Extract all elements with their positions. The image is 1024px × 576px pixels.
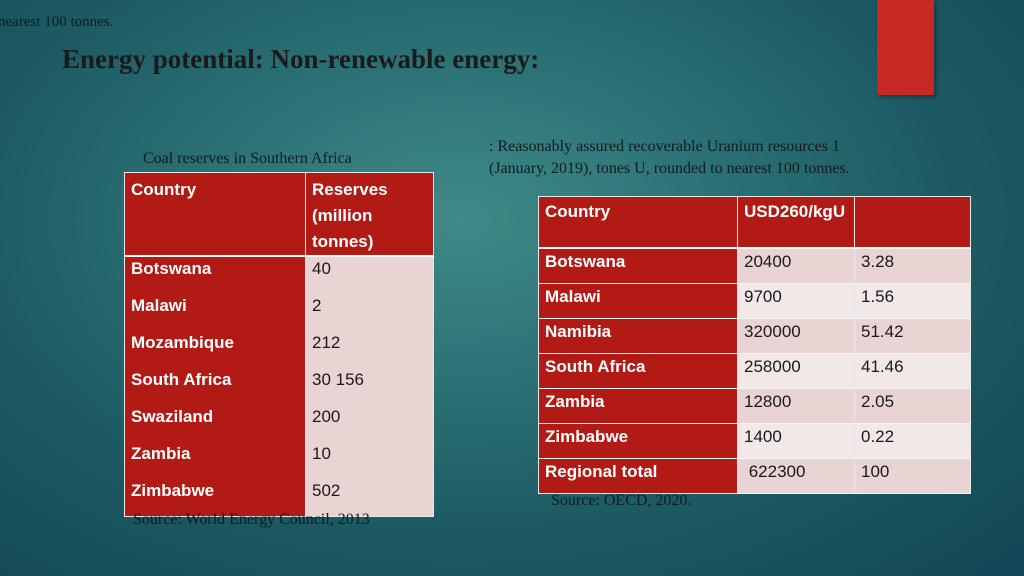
coal-value-cell: 212: [305, 331, 434, 368]
coal-value-cell: 10: [305, 442, 434, 479]
uranium-country-cell: Botswana: [538, 248, 738, 284]
uranium-value-cell: 258000: [737, 353, 855, 389]
table-row: Zimbabwe 1400 0.22: [538, 423, 971, 459]
coal-country-cell: Botswana: [124, 256, 306, 294]
uranium-share-cell: 100: [854, 458, 971, 494]
uranium-value-cell: 20400: [737, 248, 855, 284]
table-row: Swaziland 200: [124, 405, 434, 442]
coal-country-cell: Malawi: [124, 294, 306, 331]
table-row: Regional total 622300 100: [538, 458, 971, 494]
coal-country-cell: Swaziland: [124, 405, 306, 442]
table-row: Zambia 10: [124, 442, 434, 479]
coal-value-cell: 40: [305, 256, 434, 294]
table-row: Botswana 40: [124, 256, 434, 294]
coal-caption: Coal reserves in Southern Africa: [143, 150, 352, 167]
coal-header-reserves: Reserves (million tonnes): [305, 172, 434, 257]
table-row: Zambia 12800 2.05: [538, 388, 971, 424]
uranium-share-cell: 0.22: [854, 423, 971, 459]
coal-value-cell: 30 156: [305, 368, 434, 405]
coal-country-cell: South Africa: [124, 368, 306, 405]
uranium-country-cell: South Africa: [538, 353, 738, 389]
slide-title: Energy potential: Non-renewable energy:: [62, 44, 540, 74]
table-row: Botswana 20400 3.28: [538, 248, 971, 284]
coal-header-country: Country: [124, 172, 306, 257]
table-row: Namibia 320000 51.42: [538, 318, 971, 354]
uranium-country-cell: Regional total: [538, 458, 738, 494]
uranium-country-cell: Zimbabwe: [538, 423, 738, 459]
table-row: Zimbabwe 502: [124, 479, 434, 517]
uranium-country-cell: Zambia: [538, 388, 738, 424]
coal-country-cell: Mozambique: [124, 331, 306, 368]
coal-value-cell: 200: [305, 405, 434, 442]
uranium-share-cell: 3.28: [854, 248, 971, 284]
uranium-header-country: Country: [538, 196, 738, 249]
coal-reserves-table: Country Reserves (million tonnes) Botswa…: [124, 172, 434, 517]
table-row: Malawi 9700 1.56: [538, 283, 971, 319]
uranium-value-cell: 622300: [737, 458, 855, 494]
uranium-country-cell: Malawi: [538, 283, 738, 319]
accent-bar: [877, 0, 934, 95]
uranium-value-cell: 9700: [737, 283, 855, 319]
coal-country-cell: Zimbabwe: [124, 479, 306, 517]
table-row: South Africa 258000 41.46: [538, 353, 971, 389]
coal-source: Source: World Energy Council, 2013: [133, 511, 370, 528]
uranium-share-cell: 2.05: [854, 388, 971, 424]
uranium-header-share: [854, 196, 971, 249]
uranium-share-cell: 41.46: [854, 353, 971, 389]
uranium-share-cell: 51.42: [854, 318, 971, 354]
uranium-source: Source: OECD, 2020.: [551, 492, 692, 509]
uranium-share-cell: 1.56: [854, 283, 971, 319]
coal-value-cell: 2: [305, 294, 434, 331]
uranium-resources-table: Country USD260/kgU Botswana 20400 3.28 Mal…: [538, 196, 971, 494]
table-row: Malawi 2: [124, 294, 434, 331]
uranium-header-usd: USD260/kgU: [737, 196, 855, 249]
uranium-value-cell: 1400: [737, 423, 855, 459]
uranium-caption-line1: : Reasonably assured recoverable Uranium…: [489, 138, 840, 155]
stray-caption-fragment: nearest 100 tonnes.: [0, 14, 114, 30]
table-row: South Africa 30 156: [124, 368, 434, 405]
table-row: Mozambique 212: [124, 331, 434, 368]
uranium-country-cell: Namibia: [538, 318, 738, 354]
uranium-caption-line2: (January, 2019), tones U, rounded to nea…: [489, 160, 850, 177]
uranium-value-cell: 320000: [737, 318, 855, 354]
coal-value-cell: 502: [305, 479, 434, 517]
uranium-value-cell: 12800: [737, 388, 855, 424]
coal-country-cell: Zambia: [124, 442, 306, 479]
